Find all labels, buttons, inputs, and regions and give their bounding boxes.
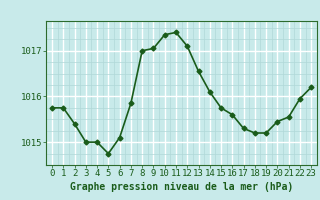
X-axis label: Graphe pression niveau de la mer (hPa): Graphe pression niveau de la mer (hPa) xyxy=(70,182,293,192)
